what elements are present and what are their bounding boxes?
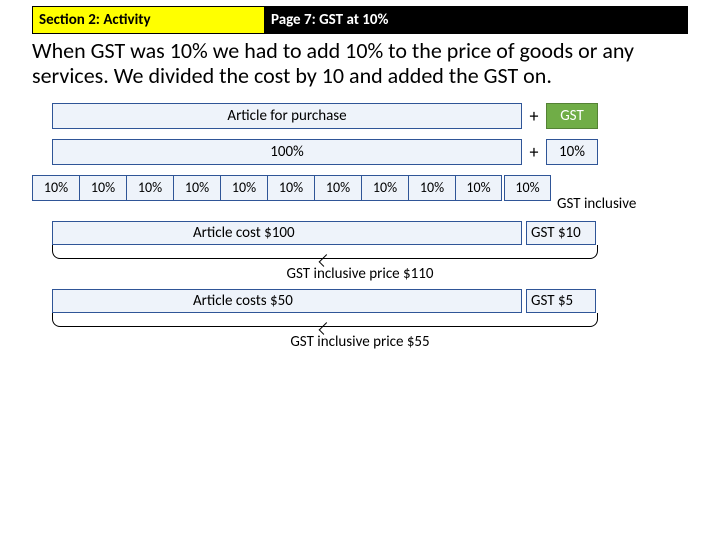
segment: 10%	[267, 175, 314, 201]
brace-1-label: GST inclusive price $110	[32, 265, 688, 283]
chip-10pct: 10%	[546, 139, 598, 165]
row-example1: Article cost $100 GST $10	[52, 221, 688, 245]
chip-gst: GST	[546, 103, 598, 129]
intro-paragraph: When GST was 10% we had to add 10% to th…	[32, 38, 688, 89]
segments-tail: 10%	[504, 175, 551, 201]
bar-100pct: 100%	[52, 139, 522, 165]
segment: 10%	[32, 175, 79, 201]
segment: 10%	[455, 175, 502, 201]
bar-cost-100: Article cost $100	[52, 221, 522, 245]
row-example2: Article costs $50 GST $5	[52, 289, 688, 313]
segment: 10%	[126, 175, 173, 201]
segment: 10%	[361, 175, 408, 201]
segment: 10%	[408, 175, 455, 201]
segments-main: 10%10%10%10%10%10%10%10%10%10%	[32, 175, 502, 201]
chip-gst-5: GST $5	[526, 289, 596, 313]
header-section: Section 2: Activity	[32, 6, 264, 34]
row-segments: 10%10%10%10%10%10%10%10%10%10% 10% GST i…	[32, 175, 688, 213]
row-100pct: 100% + 10%	[52, 139, 688, 165]
chip-gst-10: GST $10	[526, 221, 596, 245]
segment-tail: 10%	[504, 175, 551, 201]
gst-diagram: Article for purchase + GST 100% + 10% 10…	[32, 103, 688, 351]
segment: 10%	[79, 175, 126, 201]
brace-1-wrap	[52, 245, 598, 261]
header-bar: Section 2: Activity Page 7: GST at 10%	[32, 6, 688, 34]
brace-1	[52, 245, 598, 259]
segment: 10%	[314, 175, 361, 201]
label-gst-inclusive: GST inclusive	[557, 175, 636, 213]
segment: 10%	[220, 175, 267, 201]
plus-1: +	[522, 105, 546, 127]
bar-article: Article for purchase	[52, 103, 522, 129]
plus-2: +	[522, 141, 546, 163]
bar-cost-50: Article costs $50	[52, 289, 522, 313]
brace-2-wrap	[52, 313, 598, 329]
header-page: Page 7: GST at 10%	[264, 6, 688, 34]
row-article: Article for purchase + GST	[52, 103, 688, 129]
brace-2	[52, 313, 598, 327]
segment: 10%	[173, 175, 220, 201]
brace-2-label: GST inclusive price $55	[32, 333, 688, 351]
